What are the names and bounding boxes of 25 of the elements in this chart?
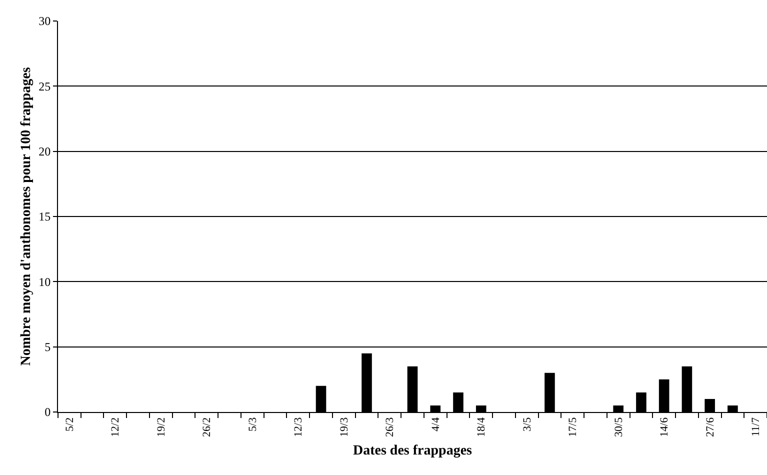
x-tick-label: 11/7 [750,416,762,437]
y-tick-label: 0 [44,405,51,420]
y-tick-label: 20 [38,144,51,159]
x-tick-label: 30/5 [612,416,625,437]
x-tick-label: 18/4 [476,416,488,437]
x-tick-label: 3/5 [521,416,534,432]
x-tick-label: 26/2 [201,417,214,437]
x-tick-label: 4/4 [430,416,442,432]
x-tick-label: 5/2 [64,417,76,432]
x-tick-label: 26/3 [384,416,396,437]
y-tick-label: 30 [38,14,51,28]
x-tick-label: 14/6 [658,416,671,437]
y-tick-label: 5 [44,340,51,354]
y-tick-label: 10 [38,274,51,289]
x-axis-title: Dates des frappages [353,443,473,458]
x-tick-label: 27/6 [704,416,716,437]
y-tick-label: 25 [38,79,51,94]
x-tick-label: 19/2 [155,417,168,437]
y-tick-label: 15 [38,210,51,224]
x-tick-label: 17/5 [567,416,580,437]
x-tick-label: 19/3 [338,416,350,437]
x-tick-label: 12/2 [110,417,122,437]
x-tick-label: 12/3 [292,416,305,437]
x-tick-label: 5/3 [246,416,259,432]
y-axis-title: Nombre moyen d'anthonomes pour 100 frappages [19,66,34,366]
